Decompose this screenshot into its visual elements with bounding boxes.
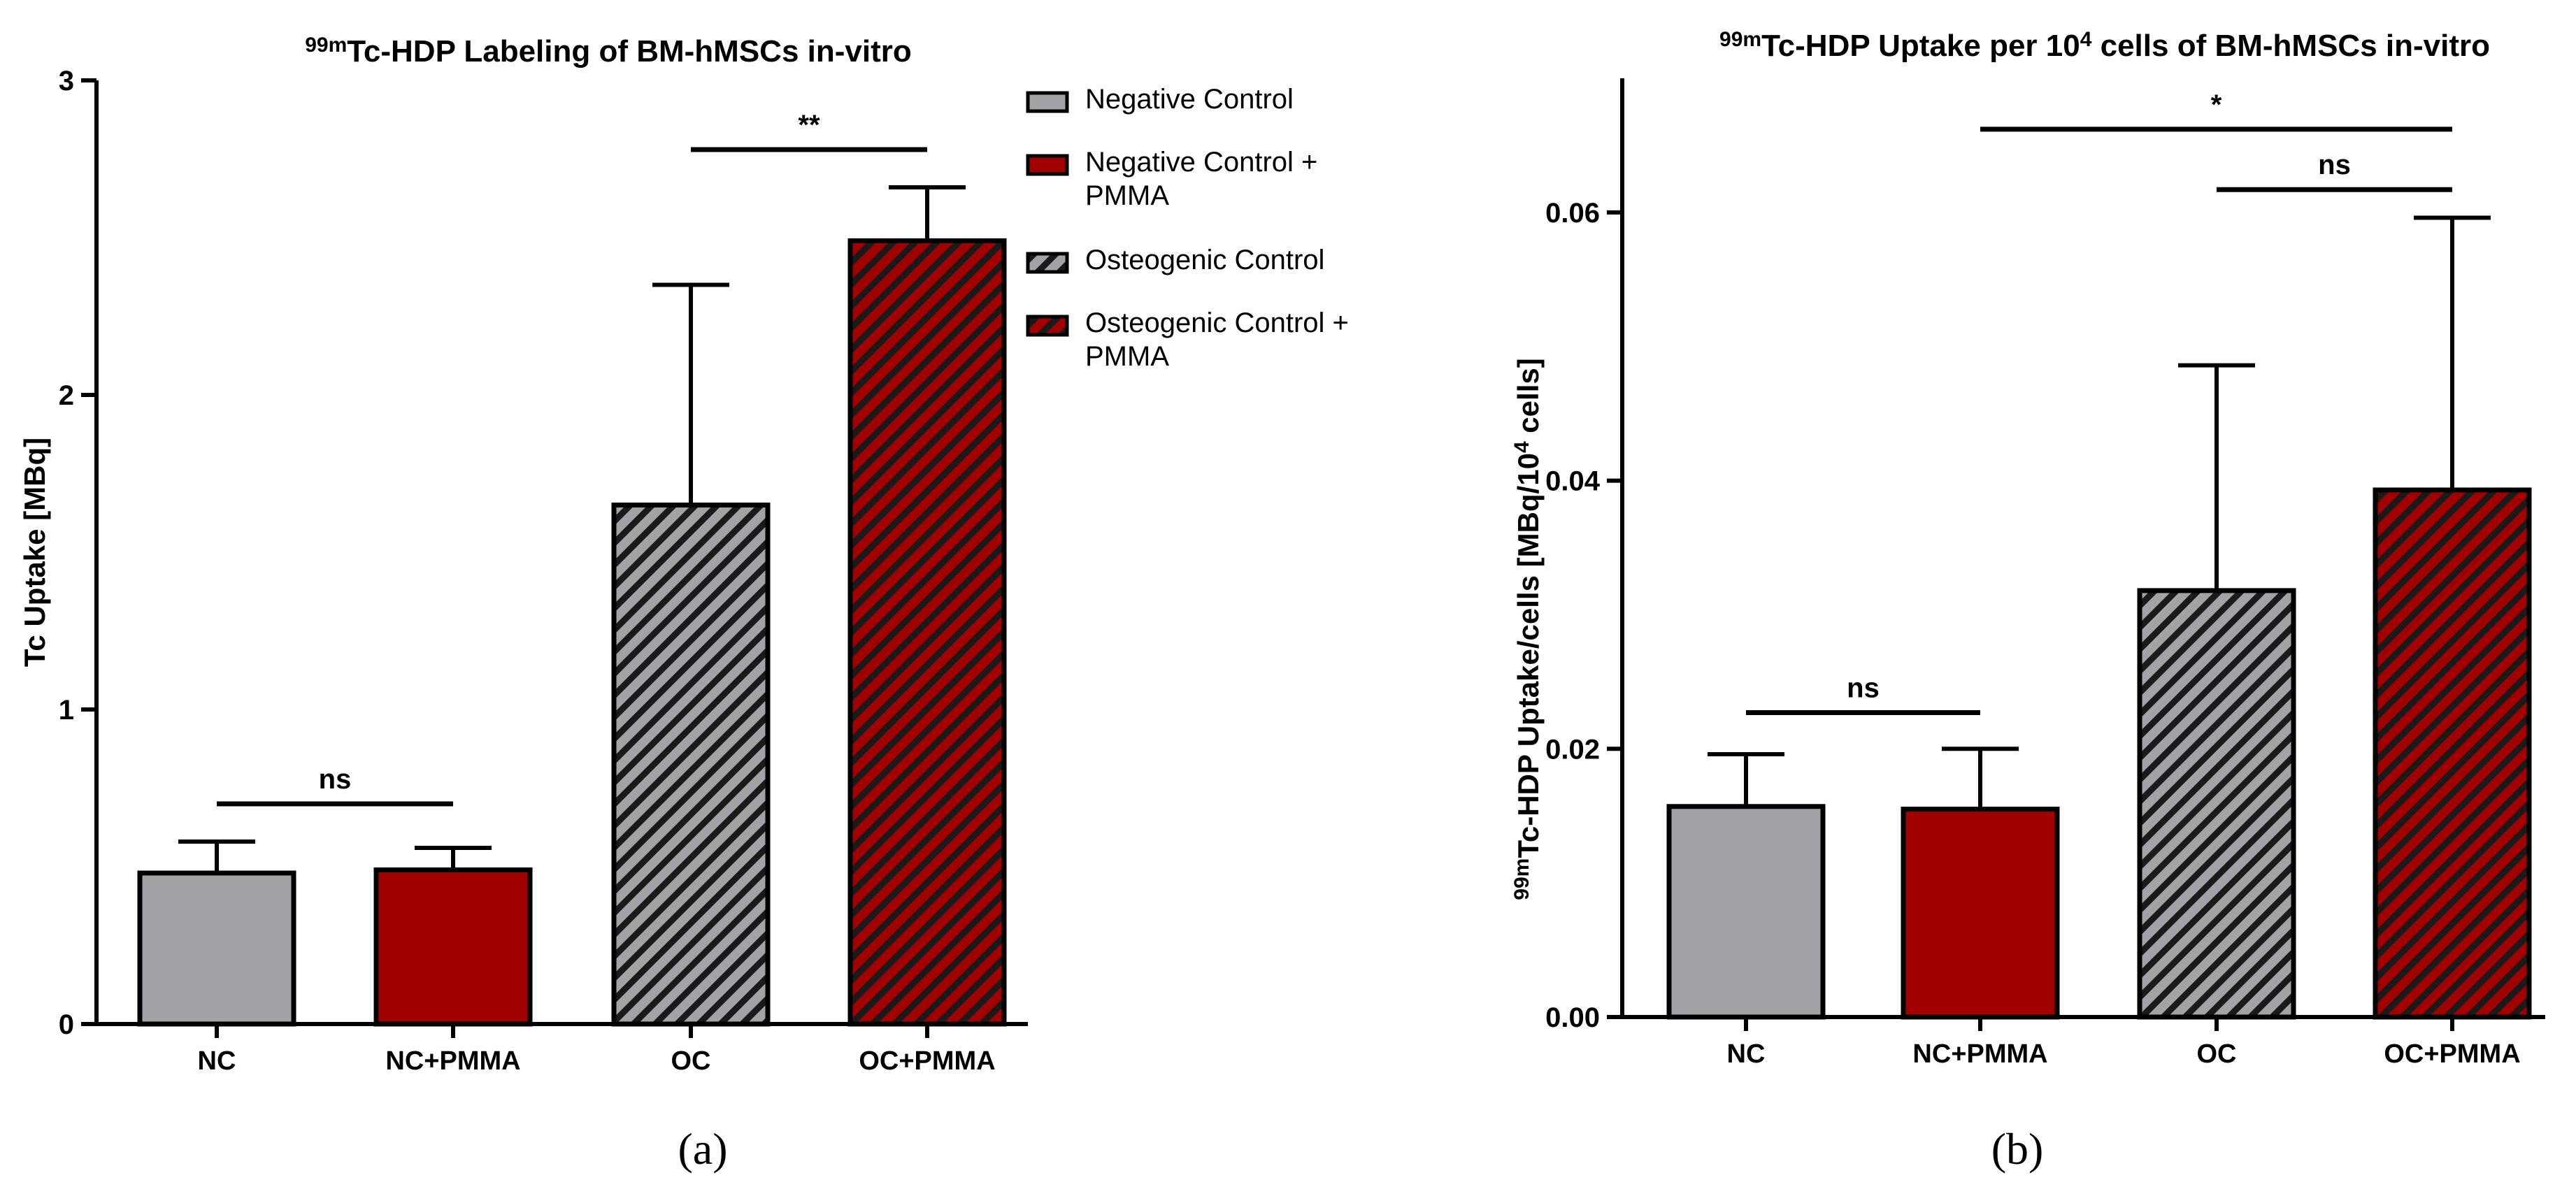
chart-b-title: 99mTc-HDP Uptake per 104 cells of BM-hMS…	[1719, 28, 2490, 63]
bar-nc-pmma	[373, 867, 533, 1027]
y-tick-label: 0.00	[1545, 1002, 1600, 1033]
chart-b-ylabel: 99mTc-HDP Uptake/cells [MBq/104 cells]	[1510, 358, 1545, 900]
chart-a-title-main: Tc-HDP Labeling of BM-hMSCs in-vitro	[347, 34, 911, 69]
legend-label: Negative Control	[1085, 84, 1294, 115]
chart-b-ylabel-sup: 99m	[1510, 858, 1533, 900]
bar-nc-pmma	[1901, 807, 2060, 1020]
significance-label: ns	[1847, 672, 1880, 703]
chart-b-ylabel-pre: Tc-HDP Uptake/cells [MBq/10	[1512, 453, 1545, 858]
chart-a-ylabel: Tc Uptake [MBq]	[18, 438, 51, 667]
x-tick-label: NC	[1727, 1039, 1766, 1069]
legend-swatch	[1026, 91, 1069, 113]
legend-label: Osteogenic Control	[1085, 245, 1324, 275]
bar-oc	[611, 503, 771, 1027]
chart-a-y-ticks: 0 1 2 3	[59, 66, 96, 1040]
significance-label: ns	[2318, 150, 2351, 180]
bar-nc	[1666, 804, 1826, 1020]
significance-label: ns	[319, 764, 352, 795]
legend-swatch	[1026, 315, 1069, 337]
chart-b-ylabel-sup2: 4	[1510, 441, 1533, 453]
bar-nc	[137, 870, 296, 1027]
chart-a-title: 99mTc-HDP Labeling of BM-hMSCs in-vitro	[305, 34, 912, 69]
chart-b-significance: ns ns *	[1746, 89, 2452, 715]
legend-label: PMMA	[1085, 180, 1169, 211]
x-tick-label: OC	[2197, 1039, 2237, 1069]
chart-b-caption: (b)	[1991, 1124, 2044, 1174]
x-tick-label: OC	[671, 1046, 711, 1076]
y-tick-label: 3	[59, 66, 74, 96]
chart-b-x-ticks: NC NC+PMMA OC OC+PMMA	[1727, 1017, 2521, 1069]
y-tick-label: 2	[59, 380, 74, 411]
chart-a-error-bars	[178, 185, 966, 873]
chart-b-y-ticks: 0.00 0.02 0.04 0.06	[1545, 198, 1622, 1033]
x-tick-label: OC+PMMA	[2384, 1039, 2520, 1069]
chart-b-title-sup2: 4	[2080, 28, 2092, 51]
significance-label: **	[798, 110, 820, 140]
chart-b-title-sup: 99m	[1719, 28, 1761, 51]
y-tick-label: 0.02	[1545, 734, 1600, 765]
x-tick-label: OC+PMMA	[859, 1046, 995, 1076]
legend-label: Negative Control +	[1085, 147, 1317, 178]
bar-oc-pmma	[2373, 487, 2532, 1020]
bar-oc	[2137, 588, 2296, 1020]
chart-a-x-ticks: NC NC+PMMA OC OC+PMMA	[198, 1024, 996, 1076]
chart-a-caption: (a)	[678, 1124, 727, 1174]
chart-a-title-sup: 99m	[305, 34, 347, 57]
legend-label: Osteogenic Control +	[1085, 308, 1349, 338]
chart-b-title-post: cells of BM-hMSCs in-vitro	[2091, 29, 2490, 63]
legend-swatch	[1026, 252, 1069, 274]
chart-a-significance: ns **	[217, 110, 927, 807]
chart-b-ylabel-post: cells]	[1512, 358, 1545, 441]
chart-a: 99mTc-HDP Labeling of BM-hMSCs in-vitro …	[18, 34, 1349, 1174]
legend-label: PMMA	[1085, 341, 1169, 372]
y-tick-label: 0.06	[1545, 198, 1600, 229]
chart-b-error-bars	[1708, 215, 2491, 809]
significance-label: *	[2211, 89, 2222, 120]
chart-b-title-pre: Tc-HDP Uptake per 10	[1761, 29, 2080, 63]
legend-swatch	[1026, 154, 1069, 176]
chart-a-bars	[137, 238, 1007, 1027]
chart-b-bars	[1666, 487, 2532, 1020]
y-tick-label: 0	[59, 1009, 74, 1040]
bar-oc-pmma	[847, 238, 1007, 1027]
y-tick-label: 1	[59, 695, 74, 726]
chart-b: 99mTc-HDP Uptake per 104 cells of BM-hMS…	[1510, 28, 2545, 1174]
x-tick-label: NC+PMMA	[1912, 1039, 2047, 1069]
x-tick-label: NC+PMMA	[385, 1046, 520, 1076]
x-tick-label: NC	[198, 1046, 236, 1076]
y-tick-label: 0.04	[1545, 466, 1601, 497]
